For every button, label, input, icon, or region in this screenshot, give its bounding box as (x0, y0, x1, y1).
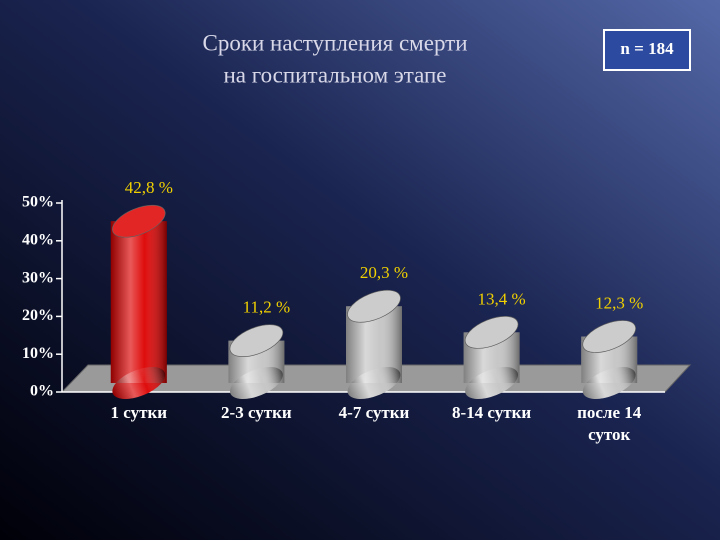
y-tick-label: 30% (22, 269, 54, 286)
bar-top (112, 204, 166, 238)
bar-top-light (347, 290, 401, 323)
value-label: 42,8 % (125, 178, 173, 197)
bar-bottom-shade (582, 367, 636, 399)
value-label: 12,3 % (595, 293, 643, 312)
value-label: 11,2 % (243, 298, 291, 317)
bar-top-light (229, 324, 283, 357)
x-tick-line: после 14 (577, 403, 642, 422)
bar-bottom-shade (347, 367, 401, 399)
y-tick-label: 40% (22, 231, 54, 248)
value-label: 20,3 % (360, 263, 408, 282)
x-tick-label: 2-3 сутки (221, 403, 292, 422)
value-label: 13,4 % (478, 289, 526, 308)
bar-top (464, 316, 519, 349)
bar-bottom-shade (229, 367, 283, 399)
bar-shade (110, 221, 167, 383)
bar-top-light (465, 316, 519, 349)
bar-top (229, 324, 284, 357)
annotation-box (603, 29, 691, 71)
x-tick-label: после 14 суток (577, 403, 642, 444)
x-tick-label: 4-7 сутки (339, 403, 410, 422)
bar-top (347, 289, 401, 323)
bar (581, 320, 638, 399)
x-tick-line: суток (588, 425, 630, 444)
bar (110, 204, 167, 399)
bar-bottom-shade (112, 367, 166, 399)
bar (346, 289, 402, 399)
x-tick-label: 8-14 сутки (452, 403, 531, 422)
chart-title: Сроки наступления смерти (202, 30, 467, 55)
bar (228, 324, 285, 399)
y-tick-label: 10% (22, 345, 54, 362)
y-tick-label: 20% (22, 307, 54, 324)
y-tick-label: 50% (22, 194, 54, 211)
x-tick-label: 1 сутки (111, 403, 168, 422)
bar (463, 316, 520, 399)
y-tick-label: 0% (30, 383, 54, 400)
bar-top (582, 320, 636, 353)
bar-top-light (582, 320, 636, 353)
chart-title: на госпитальном этапе (223, 62, 446, 87)
annotation: n = 184 (620, 39, 674, 58)
bar-bottom-shade (465, 367, 519, 399)
bar-top-light (112, 205, 166, 238)
